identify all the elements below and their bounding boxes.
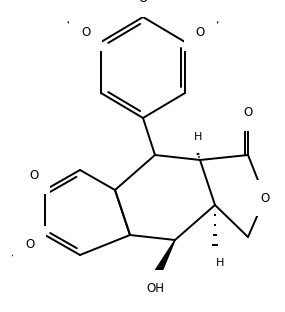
Text: O: O	[243, 106, 253, 119]
Text: OH: OH	[146, 281, 164, 295]
Text: O: O	[260, 192, 270, 204]
Text: O: O	[139, 0, 148, 6]
Text: H: H	[194, 132, 202, 142]
Text: O: O	[25, 238, 34, 251]
Text: O: O	[81, 26, 90, 39]
Text: O: O	[29, 169, 38, 182]
Polygon shape	[151, 240, 175, 280]
Text: H: H	[216, 258, 224, 268]
Text: O: O	[196, 26, 205, 39]
